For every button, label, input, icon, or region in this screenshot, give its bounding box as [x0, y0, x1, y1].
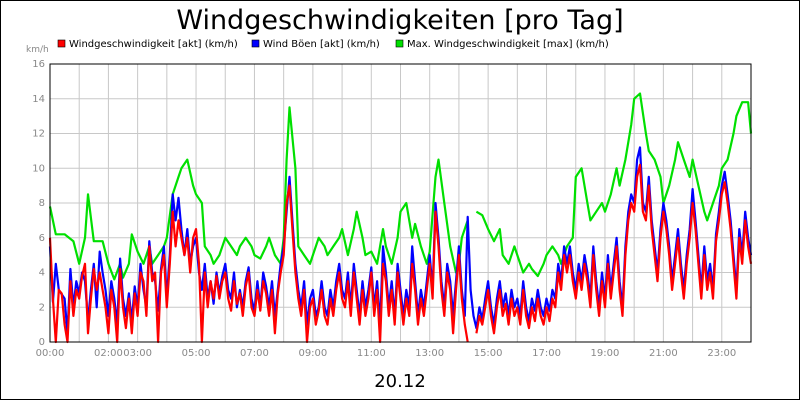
y-tick-label: 8: [39, 198, 45, 209]
y-tick-label: 4: [39, 268, 45, 279]
series-line-2: [48, 184, 469, 344]
x-tick-label: 05:00: [182, 348, 211, 359]
x-tick-label: 23:00: [707, 348, 736, 359]
legend: Windgeschwindigkeit [akt] (km/h) Wind Böe…: [57, 39, 609, 50]
y-tick-label: 2: [39, 302, 45, 313]
x-tick-label: 21:00: [649, 348, 678, 359]
y-tick-label: 0: [39, 337, 45, 348]
x-tick-label: 19:00: [591, 348, 620, 359]
legend-label: Windgeschwindigkeit [akt] (km/h): [69, 39, 238, 50]
x-tick-label: 15:00: [474, 348, 503, 359]
x-axis-date-label: 20.12: [374, 371, 426, 392]
x-tick-label: 07:00: [240, 348, 269, 359]
legend-label: Wind Böen [akt] (km/h): [263, 39, 380, 50]
y-tick-label: 12: [32, 129, 45, 140]
x-tick-label: 09:00: [298, 348, 327, 359]
plot-series: [48, 92, 753, 344]
y-tick-label: 14: [32, 94, 45, 105]
series-line-2-part2: [475, 163, 753, 335]
series-line-0-part2: [475, 92, 753, 278]
legend-label: Max. Windgeschwindigkeit [max] (km/h): [407, 39, 609, 50]
x-tick-label: 13:00: [415, 348, 444, 359]
chart-title: Windgeschwindigkeiten [pro Tag]: [176, 5, 623, 36]
x-tick-label: 02:00: [94, 348, 123, 359]
y-axis-tick-labels: 0 2 4 6 8 10 12 14 16: [32, 59, 45, 348]
x-tick-label: 11:00: [357, 348, 386, 359]
x-tick-label: 17:00: [532, 348, 561, 359]
legend-swatch: [395, 39, 404, 48]
y-tick-label: 6: [39, 233, 45, 244]
y-tick-label: 10: [32, 163, 45, 174]
y-tick-label: 16: [32, 59, 45, 70]
plot-area-border: [49, 63, 752, 343]
x-axis-tick-labels: 00:00 02:00 03:00 05:00 07:00 09:00 11:00 13:00…: [36, 348, 737, 359]
x-tick-label: 03:00: [123, 348, 152, 359]
series-line-0: [48, 106, 469, 281]
y-axis-unit-label: km/h: [26, 45, 49, 55]
x-tick-label: 00:00: [36, 348, 65, 359]
legend-swatch: [251, 39, 260, 48]
legend-swatch: [57, 39, 66, 48]
